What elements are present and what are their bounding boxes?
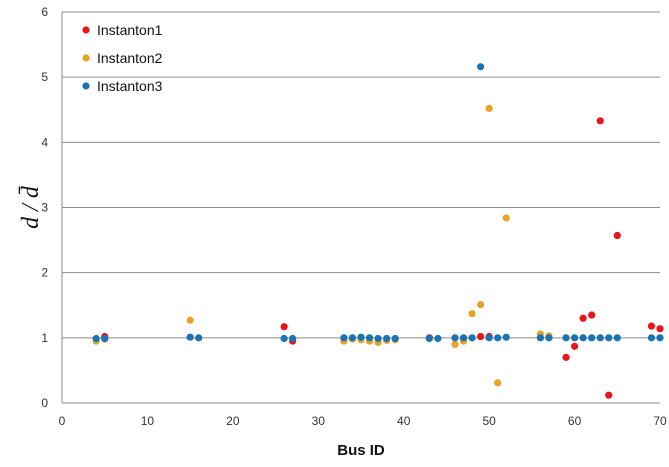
x-tick-label: 60: [568, 414, 582, 428]
y-gridlines: [62, 11, 660, 339]
point-instanton3: [434, 334, 442, 343]
y-tick-label: 2: [41, 266, 48, 280]
point-instanton1: [280, 323, 288, 331]
x-tick-labels: 0 10 20 30 40 50 60 70: [59, 414, 667, 428]
point-instanton1: [562, 353, 570, 361]
point-instanton3: [195, 334, 203, 342]
point-instanton3: [340, 334, 348, 342]
point-instanton3: [656, 334, 664, 342]
point-instanton3: [92, 334, 100, 343]
axes: [61, 12, 660, 404]
point-instanton3: [451, 334, 459, 342]
point-instanton2: [502, 214, 510, 222]
point-instanton3: [485, 334, 493, 342]
legend-label: Instanton2: [97, 50, 163, 66]
point-instanton1: [656, 325, 664, 333]
x-axis-label: Bus ID: [337, 442, 385, 459]
point-instanton3: [186, 333, 194, 341]
point-instanton3: [383, 334, 391, 343]
point-instanton3: [605, 334, 613, 342]
point-instanton3: [579, 334, 587, 342]
legend-marker: [82, 54, 90, 62]
legend-label: Instanton1: [97, 22, 163, 38]
point-instanton3: [101, 334, 109, 343]
point-instanton3: [468, 334, 476, 342]
point-instanton3: [570, 334, 579, 342]
y-tick-label: 4: [41, 135, 48, 149]
point-instanton3: [536, 334, 545, 342]
point-instanton3: [357, 333, 365, 341]
point-instanton2: [494, 379, 502, 387]
point-instanton2: [477, 300, 485, 309]
x-tick-label: 20: [226, 414, 240, 428]
y-tick-labels: 0 1 2 3 4 5 6: [41, 5, 48, 410]
point-instanton3: [348, 334, 357, 342]
x-tick-label: 40: [397, 414, 411, 428]
x-tick-label: 0: [59, 414, 66, 428]
legend: Instanton1 Instanton2 Instanton3: [82, 22, 163, 94]
x-tick-label: 50: [482, 414, 496, 428]
point-instanton3: [477, 63, 485, 71]
point-instanton1: [596, 117, 604, 125]
point-instanton1: [477, 332, 485, 341]
point-instanton3: [613, 334, 621, 342]
point-instanton1: [647, 322, 656, 330]
point-instanton3: [494, 334, 502, 342]
point-instanton2: [451, 340, 459, 348]
point-instanton3: [502, 333, 510, 341]
point-instanton2: [468, 310, 476, 318]
point-instanton3: [391, 334, 399, 343]
point-instanton3: [289, 334, 297, 343]
y-axis-label: d / d̄: [18, 185, 44, 229]
point-instanton3: [280, 334, 288, 343]
x-tick-label: 10: [141, 414, 155, 428]
legend-marker: [82, 82, 90, 90]
point-instanton1: [579, 314, 587, 322]
point-instanton3: [596, 334, 604, 342]
point-instanton3: [545, 334, 553, 342]
point-instanton3: [647, 334, 656, 342]
y-tick-label: 3: [41, 201, 48, 215]
point-instanton3: [459, 334, 468, 342]
point-instanton3: [365, 334, 374, 342]
point-instanton2: [485, 104, 493, 113]
point-instanton3: [425, 334, 433, 343]
point-instanton3: [562, 334, 570, 342]
point-instanton3: [374, 334, 382, 343]
point-instanton1: [588, 311, 596, 319]
y-tick-label: 0: [41, 396, 48, 410]
x-tick-label: 30: [312, 414, 326, 428]
legend-marker: [82, 26, 90, 34]
y-tick-label: 1: [41, 331, 48, 345]
legend-label: Instanton3: [97, 78, 163, 94]
point-instanton3: [588, 334, 596, 342]
y-tick-label: 5: [41, 70, 48, 84]
point-instanton1: [613, 231, 621, 240]
point-instanton1: [605, 391, 613, 399]
data-points: [92, 63, 664, 399]
point-instanton1: [570, 342, 579, 350]
point-instanton2: [186, 316, 194, 324]
y-tick-label: 6: [41, 5, 48, 19]
x-tick-label: 70: [653, 414, 667, 428]
